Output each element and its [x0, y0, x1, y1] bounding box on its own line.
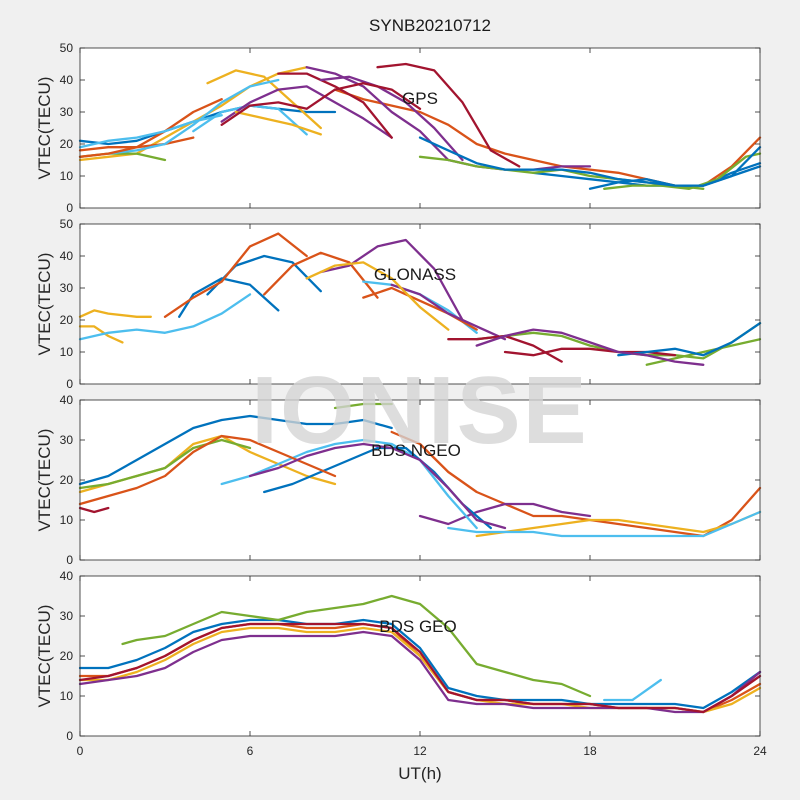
series-line — [220, 82, 422, 126]
y-tick-label: 40 — [60, 569, 74, 583]
y-tick-label: 20 — [60, 649, 74, 663]
series-line — [78, 434, 337, 506]
y-tick-label: 0 — [66, 201, 73, 215]
y-tick-label: 0 — [66, 729, 73, 743]
panel-0: 0 10 20 30 40 50 VTEC(TECU) GPS — [35, 41, 762, 215]
y-tick-label: 30 — [60, 433, 74, 447]
panel-3: 0 10 20 30 40 0 6 12 18 24 VTEC(TECU) BDS GEO — [35, 569, 767, 758]
series-line — [220, 438, 478, 530]
series-line — [78, 414, 393, 486]
series-line — [78, 114, 223, 149]
series-line — [78, 293, 252, 341]
series-line — [163, 232, 308, 318]
y-tick-label: 10 — [60, 345, 74, 359]
series-group — [78, 402, 762, 538]
y-tick-label: 40 — [60, 393, 74, 407]
x-tick-label: 12 — [413, 744, 427, 758]
series-line — [263, 251, 379, 299]
y-tick-label: 0 — [66, 553, 73, 567]
y-tick-label: 30 — [60, 105, 74, 119]
series-line — [277, 72, 393, 139]
panel-annotation: BDS GEO — [379, 617, 456, 636]
series-line — [603, 678, 662, 702]
y-tick-label: 40 — [60, 73, 74, 87]
series-line — [603, 152, 762, 190]
panel-annotation: GLONASS — [374, 265, 456, 284]
series-line — [121, 594, 592, 698]
y-tick-label: 10 — [60, 689, 74, 703]
x-axis-label: UT(h) — [398, 764, 441, 783]
panel-1: 0 10 20 30 40 50 VTEC(TECU) GLONASS — [35, 217, 762, 391]
series-line — [390, 283, 507, 341]
figure-title: SYNB20210712 — [369, 16, 491, 35]
y-axis-label: VTEC(TECU) — [35, 605, 54, 708]
panel-annotation: BDS NGEO — [371, 441, 461, 460]
series-line — [107, 78, 280, 155]
series-line — [78, 618, 762, 710]
series-line — [319, 238, 464, 322]
panel-2: 0 10 20 30 40 VTEC(TECU) BDS NGEO — [35, 393, 762, 567]
y-tick-label: 0 — [66, 377, 73, 391]
watermark: IONISE — [251, 357, 588, 464]
x-tick-label: 0 — [77, 744, 84, 758]
series-line — [78, 104, 337, 146]
series-line — [206, 69, 322, 130]
y-tick-label: 50 — [60, 41, 74, 55]
series-line — [78, 438, 252, 490]
y-tick-label: 10 — [60, 169, 74, 183]
panel-annotation: GPS — [402, 89, 438, 108]
y-tick-label: 20 — [60, 313, 74, 327]
series-line — [447, 510, 762, 538]
series-line — [319, 75, 464, 162]
series-line — [617, 322, 762, 357]
y-axis-label: VTEC(TECU) — [35, 253, 54, 356]
series-line — [418, 502, 592, 526]
series-line — [305, 261, 450, 331]
y-tick-label: 20 — [60, 473, 74, 487]
series-line — [220, 85, 393, 139]
series-line — [248, 442, 507, 530]
y-axis-label: VTEC(TECU) — [35, 429, 54, 532]
plot-area — [80, 400, 760, 560]
series-group — [78, 594, 762, 714]
series-line — [475, 510, 762, 538]
series-line — [78, 98, 223, 158]
y-axis-label: VTEC(TECU) — [35, 77, 54, 180]
x-tick-label: 6 — [247, 744, 254, 758]
series-line — [475, 328, 705, 366]
y-tick-label: 30 — [60, 609, 74, 623]
series-line — [78, 506, 110, 514]
series-line — [78, 622, 762, 714]
series-group — [78, 62, 762, 190]
series-line — [234, 110, 322, 136]
series-line — [78, 325, 124, 344]
series-line — [78, 309, 152, 318]
series-group — [78, 232, 762, 366]
y-tick-label: 30 — [60, 281, 74, 295]
series-line — [418, 136, 762, 187]
series-line — [376, 62, 521, 168]
x-tick-label: 18 — [583, 744, 597, 758]
series-line — [333, 402, 393, 410]
y-tick-label: 40 — [60, 249, 74, 263]
plot-area — [80, 224, 760, 384]
x-tick-label: 24 — [753, 744, 767, 758]
y-tick-label: 20 — [60, 137, 74, 151]
y-tick-label: 50 — [60, 217, 74, 231]
y-tick-label: 10 — [60, 513, 74, 527]
